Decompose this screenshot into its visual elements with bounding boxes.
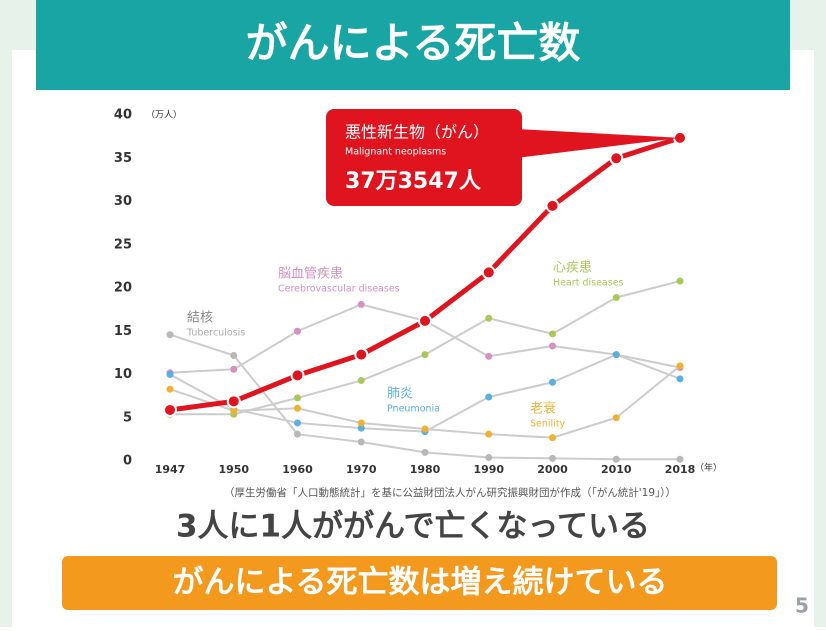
x-unit: （年） [695,462,722,474]
x-tick-label: 2000 [537,463,568,476]
data-point [676,375,684,383]
message-banner [62,556,777,610]
data-point [421,448,429,456]
data-point [357,300,365,308]
data-point [676,455,684,463]
y-tick-label: 30 [114,194,132,209]
y-tick-label: 5 [123,410,132,425]
data-point [163,402,177,417]
data-point [290,368,305,383]
data-point [294,430,301,438]
series-label: 脳血管疾患 [278,267,343,282]
series-label-en: Heart diseases [553,278,624,289]
page-number: 5 [795,594,809,618]
series-label: 老衰 [530,401,556,417]
y-tick-label: 10 [114,367,132,382]
data-point [357,424,365,432]
x-tick-label: 1950 [218,463,249,476]
title-banner [36,0,790,90]
data-point [166,331,174,339]
data-point [612,294,620,302]
y-tick-label: 40 [114,108,132,123]
data-point [418,313,432,328]
data-point [485,352,493,360]
data-point [354,347,369,362]
data-point [357,377,365,385]
data-point [481,265,496,280]
y-tick-label: 0 [123,454,132,469]
data-point [549,434,556,442]
source: （厚生労働省「人口動態統計」を基に公益財団法人がん研究振興財団が作成（「がん統計… [224,486,676,499]
x-tick-label: 1947 [155,463,186,476]
callout-value: 37万3547人 [345,169,481,194]
banner-text: がんによる死亡数は増え続けている [172,565,667,601]
series-label-en: Tuberculosis [186,328,245,339]
data-point [549,378,556,386]
data-point [294,394,301,402]
data-point [609,151,624,166]
x-tick-label: 1990 [473,463,504,476]
data-point [485,430,493,438]
callout-title: 悪性新生物（がん） [345,123,489,142]
data-point [294,404,301,412]
data-point [294,419,301,427]
series-label: 結核 [187,311,213,326]
data-point [676,362,684,370]
data-point [230,407,238,415]
callout-box [326,109,522,206]
data-point [485,393,493,401]
data-point [676,277,684,285]
series-label-en: Senility [530,419,566,430]
y-tick-label: 15 [114,324,132,339]
x-tick-label: 1970 [346,463,377,476]
slide-title: がんによる死亡数 [246,19,581,68]
x-tick-label: 2010 [601,463,632,476]
series-label: 心疾患 [553,261,592,276]
data-point [421,351,429,359]
data-point [166,385,174,393]
series-label-en: Pneumonia [387,404,440,415]
data-point [230,365,238,373]
data-point [166,371,174,378]
series-label: 肺炎 [387,387,413,402]
data-point [421,425,429,433]
data-point [612,351,620,359]
data-point [357,438,365,446]
callout-pointer [500,128,680,160]
data-point [612,414,620,422]
callout-subtitle: Malignant neoplasms [345,147,446,158]
message: 3人に1人ががんで亡くなっている [176,509,650,545]
y-tick-label: 25 [114,237,132,252]
y-tick-label: 35 [114,151,132,166]
y-unit: （万人） [146,110,182,121]
y-tick-label: 20 [114,281,132,296]
data-point [612,455,620,463]
x-tick-label: 1960 [282,463,313,476]
data-point [294,327,301,335]
series-label-en: Cerebrovascular diseases [278,284,400,295]
x-tick-label: 1980 [410,463,441,476]
data-point [485,314,493,322]
x-tick-label: 2018 [665,463,696,476]
data-point [485,454,493,462]
data-point [549,342,556,350]
data-point [545,198,560,213]
data-point [549,454,556,462]
data-point [357,419,365,427]
data-point [226,394,241,409]
data-point [549,330,556,338]
data-point [230,351,238,359]
